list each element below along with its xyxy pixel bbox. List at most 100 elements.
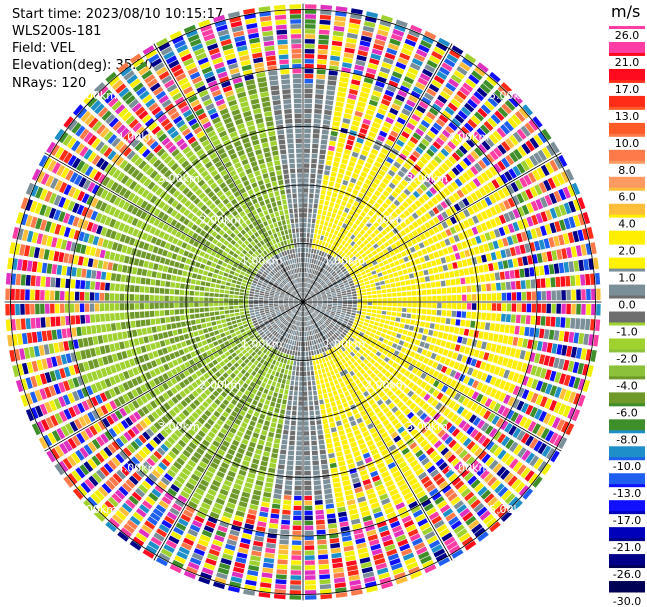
ray-bin bbox=[377, 298, 382, 302]
ray-bin bbox=[332, 280, 337, 285]
ray-bin bbox=[316, 219, 320, 225]
ray-bin bbox=[274, 438, 281, 444]
ray-bin bbox=[306, 278, 308, 283]
ray-bin bbox=[390, 130, 399, 138]
ray-bin bbox=[303, 436, 310, 441]
ray-bin bbox=[346, 165, 354, 172]
ray-bin bbox=[290, 425, 296, 431]
ray-bin bbox=[394, 322, 400, 327]
ray-bin bbox=[503, 369, 510, 379]
ray-bin bbox=[386, 311, 392, 316]
ray-bin bbox=[406, 285, 412, 291]
ray-bin bbox=[342, 386, 348, 392]
ray-bin bbox=[382, 178, 390, 185]
ray-bin bbox=[335, 236, 340, 242]
ray-bin bbox=[373, 178, 381, 185]
ray-bin bbox=[329, 140, 336, 147]
ray-bin bbox=[289, 595, 301, 600]
ray-bin bbox=[475, 360, 482, 369]
ray-bin bbox=[380, 148, 389, 155]
ray-bin bbox=[445, 125, 455, 135]
ray-bin bbox=[558, 234, 565, 246]
ray-bin bbox=[388, 80, 399, 88]
ray-bin bbox=[481, 303, 487, 311]
ray-bin bbox=[415, 128, 425, 137]
ray-bin bbox=[507, 223, 515, 233]
ray-bin bbox=[500, 345, 507, 355]
ray-bin bbox=[384, 89, 395, 97]
ray-bin bbox=[477, 62, 489, 73]
ray-bin bbox=[371, 290, 377, 295]
ray-bin bbox=[314, 99, 323, 104]
ray-bin bbox=[389, 262, 395, 268]
ray-bin bbox=[323, 175, 329, 181]
ray-bin bbox=[441, 162, 450, 172]
ray-bin bbox=[325, 216, 330, 222]
ray-bin bbox=[457, 129, 467, 140]
ray-bin bbox=[342, 196, 349, 202]
ray-bin bbox=[415, 209, 423, 217]
ray-bin bbox=[480, 104, 492, 115]
ray-bin bbox=[326, 291, 331, 295]
ray-bin bbox=[348, 182, 355, 189]
ray-bin bbox=[260, 577, 272, 584]
ray-bin bbox=[571, 303, 576, 315]
ray-bin bbox=[550, 450, 560, 463]
ray-bin bbox=[522, 338, 529, 348]
ray-bin bbox=[476, 175, 486, 185]
ray-bin bbox=[418, 124, 428, 133]
ray-bin bbox=[338, 282, 344, 286]
ray-bin bbox=[571, 289, 576, 301]
ray-bin bbox=[355, 252, 361, 258]
ray-bin bbox=[414, 353, 421, 360]
ray-bin bbox=[450, 318, 456, 325]
ray-bin bbox=[365, 249, 371, 255]
ray-bin bbox=[367, 263, 374, 268]
ray-bin bbox=[314, 109, 322, 114]
ray-bin bbox=[457, 260, 463, 268]
ray-bin bbox=[282, 504, 291, 510]
ray-bin bbox=[411, 314, 417, 319]
ray-bin bbox=[445, 218, 453, 227]
ray-bin bbox=[404, 144, 413, 153]
ray-bin bbox=[304, 575, 316, 580]
ray-bin bbox=[445, 279, 451, 286]
ray-bin bbox=[474, 189, 483, 199]
ray-bin bbox=[271, 381, 277, 387]
ray-bin bbox=[455, 319, 461, 326]
ray-bin bbox=[430, 316, 436, 322]
ray-bin bbox=[543, 412, 552, 425]
ray-bin bbox=[369, 58, 380, 65]
ray-bin bbox=[451, 45, 464, 55]
ray-bin bbox=[249, 404, 256, 411]
ray-bin bbox=[270, 457, 277, 464]
ray-bin bbox=[312, 280, 315, 285]
ray-bin bbox=[278, 549, 289, 555]
ray-bin bbox=[339, 393, 345, 399]
ray-bin bbox=[562, 233, 570, 245]
ray-bin bbox=[555, 276, 561, 287]
ray-bin bbox=[427, 200, 435, 208]
ray-bin bbox=[524, 122, 535, 134]
ray-bin bbox=[546, 303, 551, 314]
ray-bin bbox=[509, 325, 515, 334]
ray-bin bbox=[320, 139, 328, 145]
ray-bin bbox=[512, 131, 523, 143]
ray-bin bbox=[357, 305, 362, 308]
ray-bin bbox=[337, 91, 346, 98]
ray-bin bbox=[274, 483, 283, 490]
ray-bin bbox=[308, 351, 312, 356]
ray-bin bbox=[348, 209, 355, 216]
ray-bin bbox=[308, 253, 311, 258]
ray-bin bbox=[396, 265, 402, 271]
ray-bin bbox=[337, 194, 343, 200]
ray-bin bbox=[303, 381, 307, 386]
ray-bin bbox=[567, 184, 576, 197]
ray-bin bbox=[297, 416, 303, 421]
ray-bin bbox=[391, 211, 398, 219]
ray-bin bbox=[376, 173, 383, 181]
ray-bin bbox=[313, 475, 321, 481]
ray-bin bbox=[407, 206, 414, 214]
ray-bin bbox=[418, 142, 427, 151]
ray-bin bbox=[341, 310, 347, 314]
